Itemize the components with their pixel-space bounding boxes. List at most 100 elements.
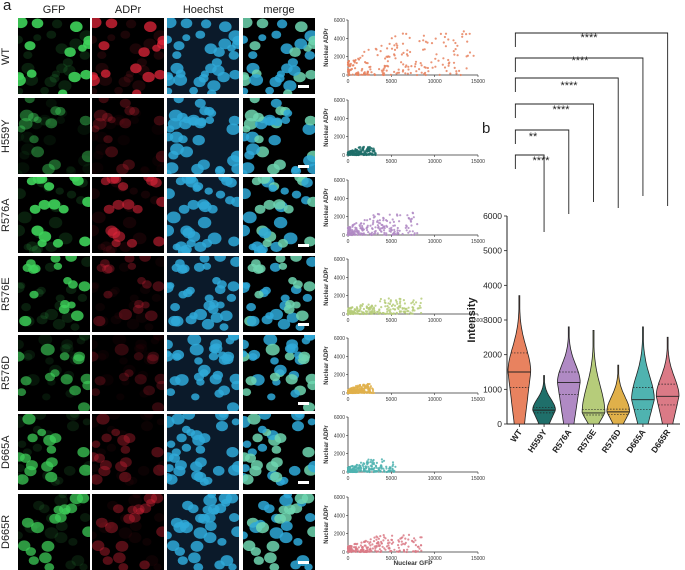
nucleus	[171, 263, 182, 272]
nucleus	[153, 236, 164, 247]
scatter-point	[412, 216, 415, 219]
nucleus	[228, 51, 239, 60]
nucleus	[52, 238, 64, 248]
scatter-point	[376, 54, 379, 57]
nucleus	[39, 116, 50, 126]
nucleus	[217, 538, 227, 546]
nucleus	[18, 132, 25, 142]
scatter-point	[370, 233, 373, 237]
panel-a-letter: a	[3, 0, 12, 14]
scatter-point	[407, 306, 410, 309]
x-tick-label: 5000	[386, 397, 397, 403]
nucleus	[123, 433, 136, 444]
scatter-point	[351, 150, 354, 153]
micrograph-adpr	[92, 98, 164, 174]
nucleus	[82, 196, 90, 207]
scatter-point	[346, 310, 350, 313]
scatter-point	[401, 307, 404, 310]
nucleus	[295, 21, 308, 32]
scatter-point	[359, 306, 362, 310]
nucleus	[171, 414, 185, 425]
scatter-point	[372, 149, 375, 152]
nucleus	[151, 293, 162, 302]
nucleus	[68, 71, 81, 83]
scatter-point	[370, 71, 373, 74]
nucleus	[283, 304, 295, 314]
nucleus	[154, 373, 164, 385]
scatter-point	[355, 546, 358, 549]
nucleus	[212, 65, 225, 76]
scatter-point	[364, 310, 367, 313]
nucleus	[24, 98, 35, 104]
nucleus	[106, 425, 116, 434]
scatter-point	[363, 544, 366, 547]
y-tick-label: 0	[342, 470, 345, 476]
scatter-point	[388, 42, 391, 46]
nucleus	[70, 323, 80, 331]
scatter-point	[388, 312, 391, 315]
nucleus	[144, 21, 157, 32]
nucleus	[128, 300, 141, 311]
scatter-point	[384, 312, 387, 315]
column-header-merge: merge	[263, 4, 295, 16]
y-tick-label: 2000	[334, 215, 345, 221]
x-tick-label: 0	[347, 239, 350, 245]
nucleus	[30, 118, 43, 130]
nucleus	[33, 227, 47, 239]
scatter-point	[409, 50, 412, 54]
scatter-point	[453, 53, 456, 56]
nucleus	[119, 118, 132, 129]
nucleus	[153, 464, 164, 476]
scatter-point	[397, 232, 400, 235]
scatter-point	[361, 463, 364, 467]
nucleus	[76, 337, 86, 345]
nucleus	[211, 58, 222, 67]
x-tick-label: 15000	[471, 159, 485, 165]
nucleus	[268, 184, 278, 192]
scatter-point	[386, 304, 389, 308]
scatter-point	[396, 226, 399, 230]
nucleus	[152, 155, 164, 167]
nucleus	[172, 243, 181, 251]
scatter-point	[357, 233, 360, 236]
nucleus	[18, 339, 24, 350]
micrograph-merge	[243, 18, 315, 94]
scatter-point	[350, 312, 353, 315]
x-tick-label: 0	[347, 556, 350, 562]
nucleus	[120, 445, 131, 454]
scatter-point	[348, 65, 351, 68]
scatter-point	[389, 469, 392, 472]
nucleus	[243, 531, 248, 540]
nucleus	[268, 135, 281, 146]
nucleus	[229, 513, 239, 522]
scatter-point	[380, 306, 383, 309]
nucleus	[265, 343, 280, 356]
scatter-point	[412, 306, 415, 309]
scatter-point	[411, 312, 414, 315]
scatter-point	[347, 546, 350, 549]
y-axis-label: Nuclear ADPr	[324, 267, 330, 306]
nucleus	[293, 280, 303, 289]
nucleus	[253, 556, 264, 565]
scatter-point	[381, 460, 384, 463]
nucleus	[139, 503, 152, 514]
scatter-point	[406, 54, 409, 57]
scatter-point	[414, 539, 417, 542]
nucleus	[55, 187, 64, 195]
micrograph-gfp	[18, 98, 90, 174]
scatter-point	[420, 64, 423, 67]
scatter-point	[361, 303, 364, 306]
nucleus	[19, 315, 32, 327]
scatter-point	[367, 48, 370, 51]
nucleus	[53, 262, 63, 270]
scatter-point	[346, 151, 350, 154]
scatter-point	[407, 68, 410, 71]
nucleus	[18, 464, 25, 473]
scatter-point	[372, 153, 375, 156]
nucleus	[48, 199, 61, 210]
scatter-point	[401, 42, 405, 45]
scatter-point	[387, 297, 390, 300]
nucleus	[243, 72, 249, 81]
nucleus	[118, 182, 129, 191]
scatter-point	[369, 224, 372, 227]
